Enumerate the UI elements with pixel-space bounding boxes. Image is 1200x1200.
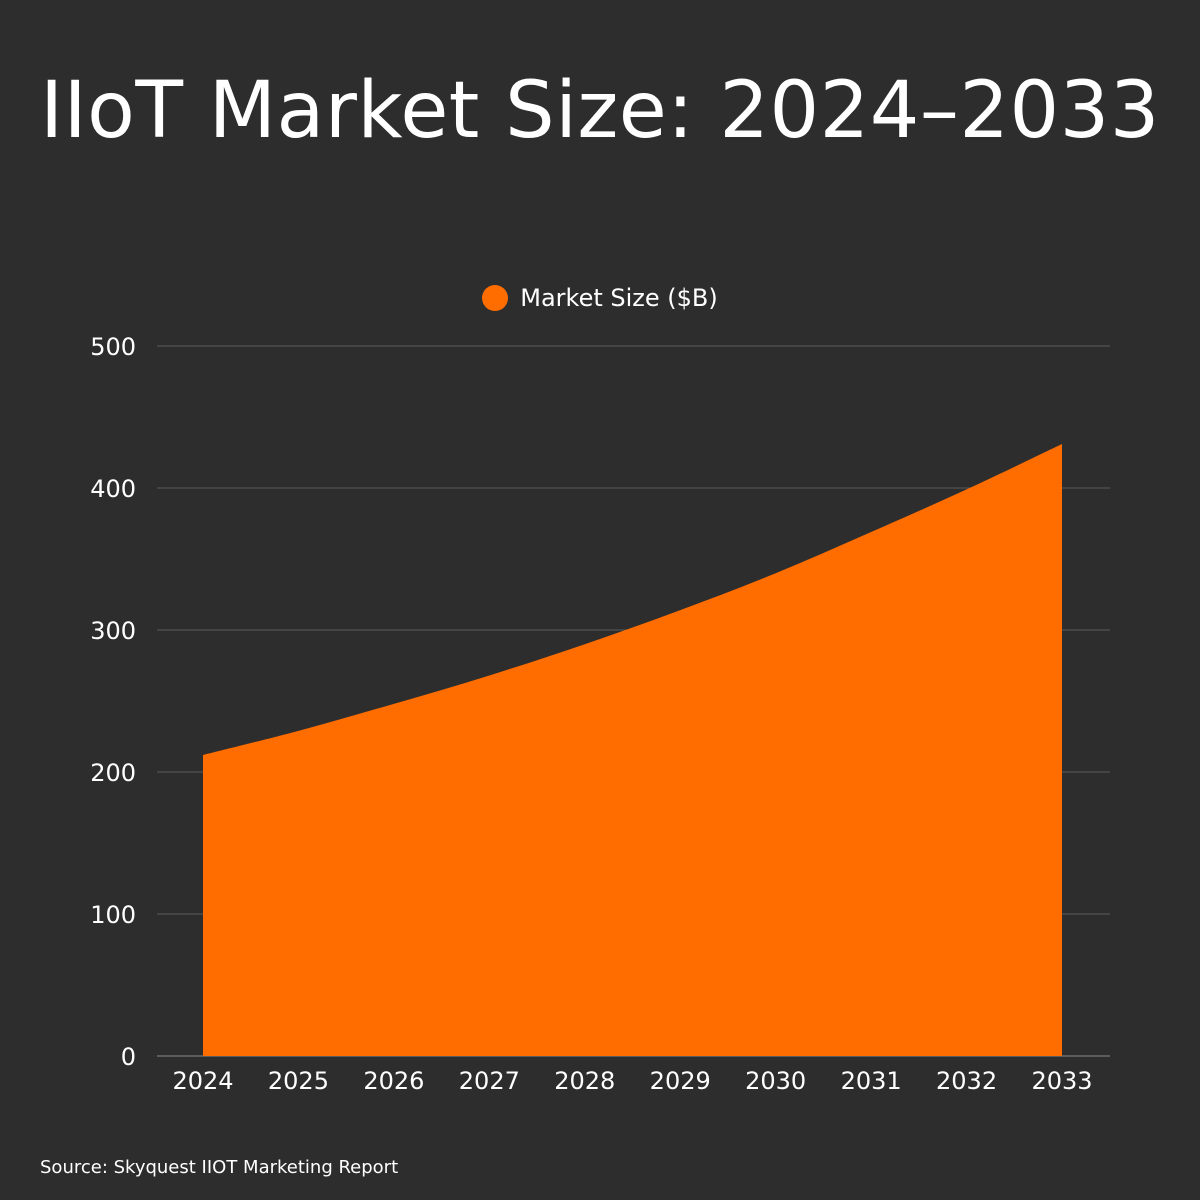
y-tick-label: 400 — [90, 475, 136, 503]
x-tick-label: 2024 — [172, 1067, 233, 1095]
x-tick-label: 2028 — [554, 1067, 615, 1095]
x-tick-label: 2026 — [363, 1067, 424, 1095]
x-axis-ticks: 2024 2025 2026 2027 2028 2029 2030 2031 2032 2033 — [172, 1067, 1092, 1095]
y-tick-label: 500 — [90, 333, 136, 361]
x-tick-label: 2025 — [268, 1067, 329, 1095]
legend: Market Size ($B) — [0, 284, 1200, 312]
chart-title: IIoT Market Size: 2024–2033 — [40, 66, 1160, 156]
y-tick-label: 100 — [90, 901, 136, 929]
x-tick-label: 2030 — [745, 1067, 806, 1095]
legend-label: Market Size ($B) — [520, 284, 718, 312]
x-tick-label: 2031 — [841, 1067, 902, 1095]
source-note: Source: Skyquest IIOT Marketing Report — [40, 1157, 399, 1178]
y-axis-ticks: 0 100 200 300 400 500 — [90, 333, 136, 1071]
area-series — [203, 443, 1062, 1057]
y-tick-label: 200 — [90, 759, 136, 787]
y-tick-label: 0 — [121, 1043, 136, 1071]
y-tick-label: 300 — [90, 617, 136, 645]
legend-swatch-icon — [482, 285, 509, 311]
x-tick-label: 2027 — [459, 1067, 520, 1095]
x-tick-label: 2032 — [936, 1067, 997, 1095]
x-tick-label: 2033 — [1031, 1067, 1092, 1095]
x-tick-label: 2029 — [650, 1067, 711, 1095]
series-area — [203, 443, 1062, 1057]
